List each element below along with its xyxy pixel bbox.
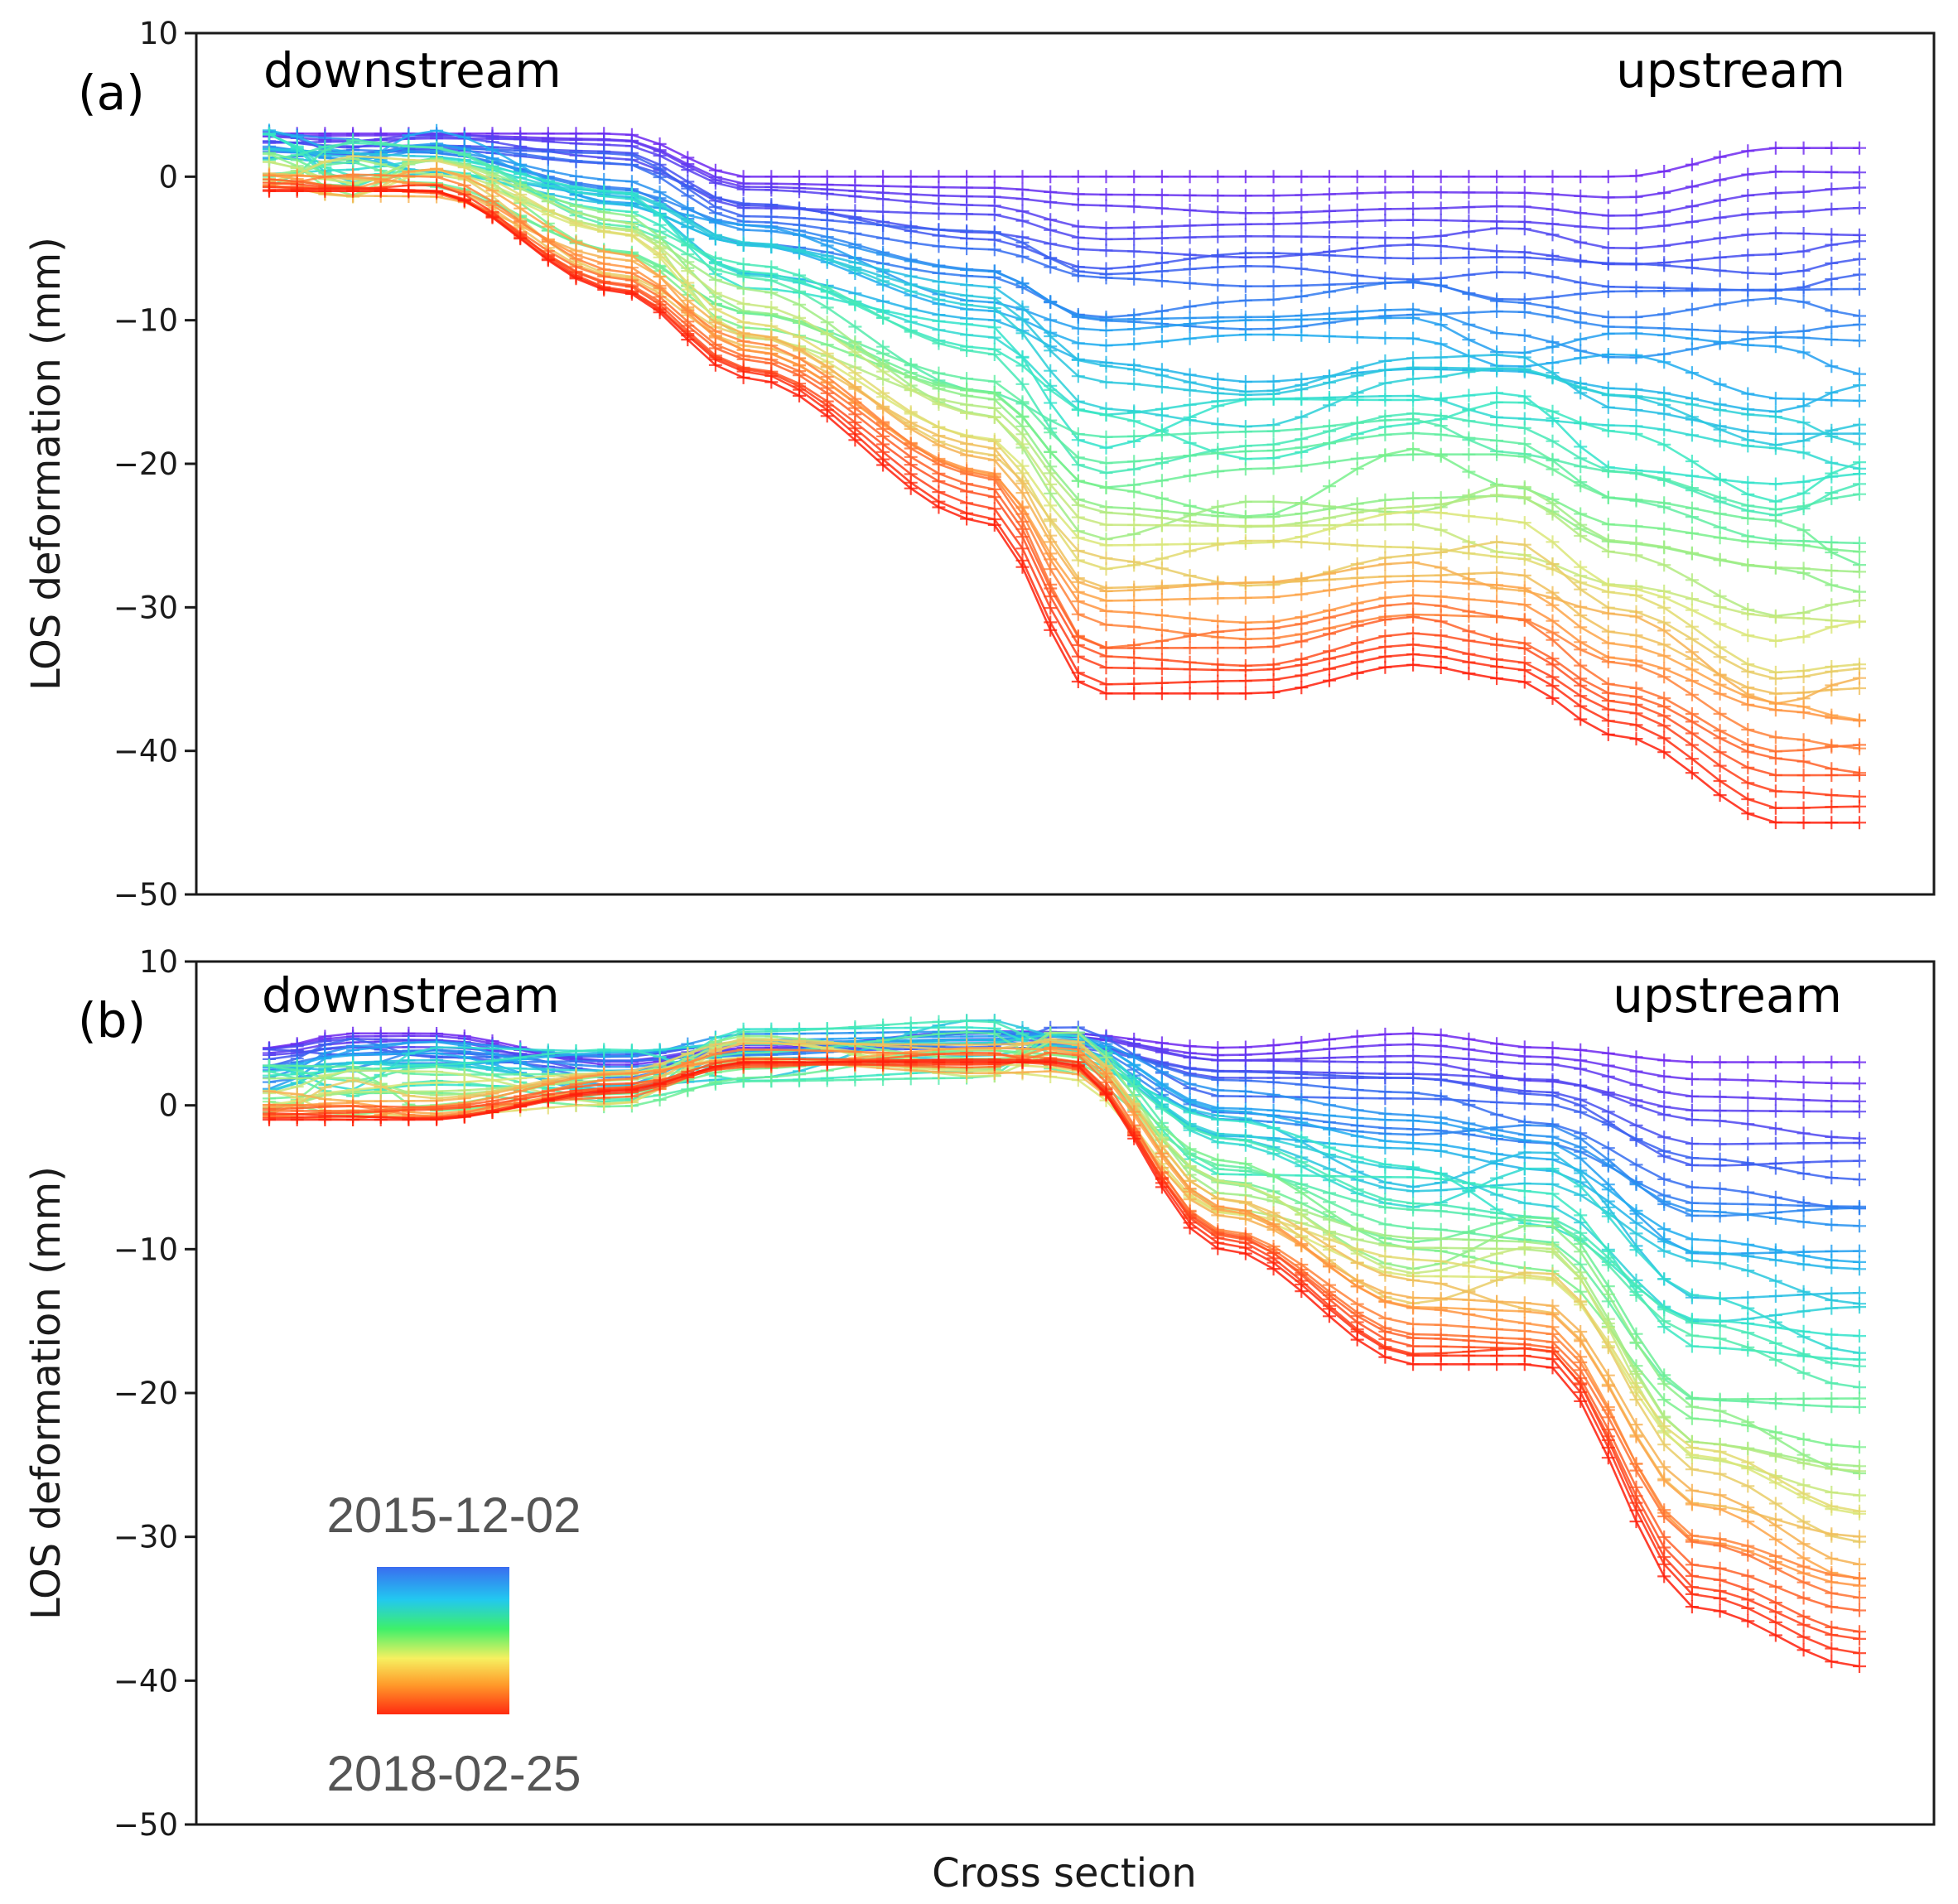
panel-b-ylabel: LOS deformation (mm) [23,1166,70,1620]
panel-b-downstream-label: downstream [262,967,560,1024]
series-line [268,172,1860,643]
colorbar-end-label: 2018-02-25 [327,1746,581,1801]
series-line [268,142,1860,517]
y-tick-label: 10 [139,944,178,980]
y-tick-label: −50 [113,877,178,913]
colorbar [377,1567,509,1714]
series-markers [263,1052,1866,1646]
series-line [268,185,1860,753]
series-line [268,1036,1860,1497]
panel-a-series [263,123,1866,830]
series-line [268,184,1860,798]
panel-b: 100−10−20−30−40−50 LOS deformation (mm) … [23,944,1936,1897]
series-line [268,133,1860,230]
series-line [268,129,1860,413]
colorbar-start-label: 2015-12-02 [327,1487,581,1543]
series-markers [263,167,1866,755]
series-markers [263,184,1866,830]
series-line [268,132,1860,485]
series-line [268,130,1860,276]
series-line [268,153,1860,593]
series-markers [263,1055,1866,1673]
panel-b-upstream-label: upstream [1613,967,1842,1024]
series-line [268,1044,1860,1323]
colorbar-legend: 2015-12-02 2018-02-25 [327,1487,581,1801]
series-line [268,157,1860,553]
panel-a-ylabel: LOS deformation (mm) [23,237,70,691]
panel-a-tag: (a) [78,65,145,121]
series-markers [263,167,1866,648]
y-tick-label: 0 [158,159,178,195]
series-markers [263,161,1866,686]
series-line [268,145,1860,359]
series-line [268,158,1860,618]
series-line [268,129,1860,402]
panel-a-downstream-label: downstream [263,42,562,99]
series-line [269,133,1859,178]
series-line [268,1047,1860,1580]
y-tick-label: −40 [113,734,178,769]
y-tick-label: −20 [113,446,178,482]
series-line [268,139,1860,511]
x-axis-label: Cross section [932,1850,1197,1897]
series-line [268,1056,1860,1516]
y-tick-label: −40 [113,1663,178,1699]
panel-a-upstream-label: upstream [1616,42,1845,99]
panel-b-series [263,1014,1866,1673]
panel-a: 100−10−20−30−40−50 LOS deformation (mm) … [23,16,1936,913]
series-line [268,159,1860,470]
series-line [268,1038,1860,1543]
series-line [269,1061,1860,1668]
series-line [268,1058,1860,1633]
series-line [268,155,1860,674]
series-line [268,144,1860,301]
series-line [268,1031,1860,1409]
series-line [268,1046,1860,1587]
series-line [268,1041,1860,1513]
y-tick-label: 0 [158,1088,178,1124]
series-line [268,157,1860,573]
y-tick-label: −10 [113,1232,178,1267]
series-line [268,1033,1860,1354]
y-tick-label: −30 [113,590,178,625]
series-line [268,147,1860,292]
series-line [268,172,1860,695]
series-line [268,1058,1860,1641]
series-markers [263,176,1866,783]
y-tick-label: 10 [139,16,178,51]
series-line [268,167,1860,680]
y-tick-label: −10 [113,303,178,339]
series-line [268,133,1860,199]
series-line [268,161,1860,624]
series-markers [263,1014,1866,1311]
series-line [268,133,1860,446]
series-line [268,173,1860,750]
y-tick-label: −30 [113,1520,178,1555]
series-line [268,1058,1860,1566]
panel-a-yticks: 10 0 −10 −20 −30 −40 −50 [113,16,196,913]
series-line [269,190,1859,824]
series-line [268,167,1860,721]
series-line [268,178,1860,774]
series-markers [263,1052,1866,1639]
panel-b-yticks: 10 0 −10 −20 −30 −40 −50 [113,944,196,1843]
y-tick-label: −50 [113,1807,178,1843]
panel-b-tag: (b) [78,992,146,1048]
y-tick-label: −20 [113,1376,178,1411]
series-line [268,1058,1860,1655]
